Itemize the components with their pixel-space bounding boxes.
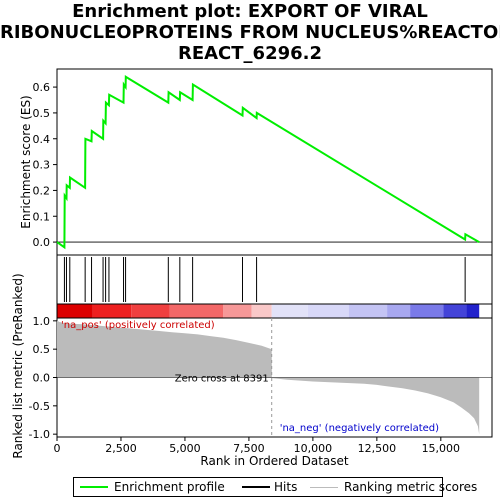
axes: 0 2,500 5,000 7,500 10,000 12,500 15,000 Rank i… [54, 437, 461, 468]
xtick-label: 12,500 [358, 442, 397, 455]
chart-title: Enrichment plot: EXPORT OF VIRAL RIBONUC… [0, 1, 500, 64]
metric-ytick-label: 1.0 [33, 315, 51, 328]
neg-label: 'na_neg' (negatively correlated) [280, 423, 439, 434]
es-ytick-label: 0.0 [33, 236, 51, 249]
xtick-label: 2,500 [105, 442, 137, 455]
metric-ylabel: Ranked list metric (PreRanked) [11, 273, 25, 458]
title-line-3: REACT_6296.2 [177, 43, 323, 64]
legend-hits-label: Hits [274, 480, 298, 494]
metric-ytick-label: 0.0 [33, 372, 51, 385]
xtick-label: 0 [54, 442, 61, 455]
es-panel-frame [56, 68, 493, 256]
xtick-label: 15,000 [422, 442, 461, 455]
heatbar-segment [223, 304, 252, 318]
metric-panel: Zero cross at 8391 'na_pos' (positively c… [11, 273, 493, 459]
heatbar-segment [169, 304, 224, 318]
es-ytick-label: 0.6 [33, 81, 51, 94]
hits-panel [56, 254, 493, 305]
heatbar-segment [410, 304, 444, 318]
xtick-label: 7,500 [233, 442, 265, 455]
metric-ytick-label: -0.5 [29, 400, 50, 413]
es-ytick-label: 0.2 [33, 184, 51, 197]
legend-es-label: Enrichment profile [114, 480, 225, 494]
heatbar-segment [57, 304, 93, 318]
x-axis-label: Rank in Ordered Dataset [200, 454, 348, 468]
heatbar-segment [92, 304, 132, 318]
heatbar-segment [443, 304, 467, 318]
es-ytick-label: 0.3 [33, 159, 51, 172]
metric-ytick-label: 0.5 [33, 343, 51, 356]
heatbar-segment [271, 304, 308, 318]
heatbar-segment [307, 304, 349, 318]
legend-es-swatch [80, 486, 108, 488]
es-ytick-label: 0.4 [33, 133, 51, 146]
metric-ytick-label: -1.0 [29, 428, 50, 441]
heatbar-segment [251, 304, 272, 318]
legend: Enrichment profile Hits Ranking metric s… [73, 477, 477, 497]
es-curve [56, 75, 480, 250]
legend-metric-label: Ranking metric scores [344, 480, 478, 494]
heatbar-segment [387, 304, 411, 318]
xtick-label: 5,000 [169, 442, 201, 455]
hits-panel-frame [56, 254, 493, 305]
heatbar-segment [466, 304, 480, 318]
heatbar-segment [131, 304, 170, 318]
heatbar-panel [56, 303, 493, 319]
legend-metric-swatch [310, 487, 338, 488]
title-line-1: Enrichment plot: EXPORT OF VIRAL [72, 1, 428, 22]
es-ytick-label: 0.1 [33, 210, 51, 223]
pos-label: 'na_pos' (positively correlated) [61, 320, 215, 331]
legend-hits-swatch [242, 486, 270, 488]
heatbar-segment [348, 304, 388, 318]
xtick-label: 10,000 [294, 442, 333, 455]
title-line-2: RIBONUCLEOPROTEINS FROM NUCLEUS%REACTOME… [0, 22, 500, 43]
zero-cross-label: Zero cross at 8391 [175, 374, 269, 385]
es-ytick-label: 0.5 [33, 107, 51, 120]
es-ylabel: Enrichment score (ES) [19, 95, 33, 228]
